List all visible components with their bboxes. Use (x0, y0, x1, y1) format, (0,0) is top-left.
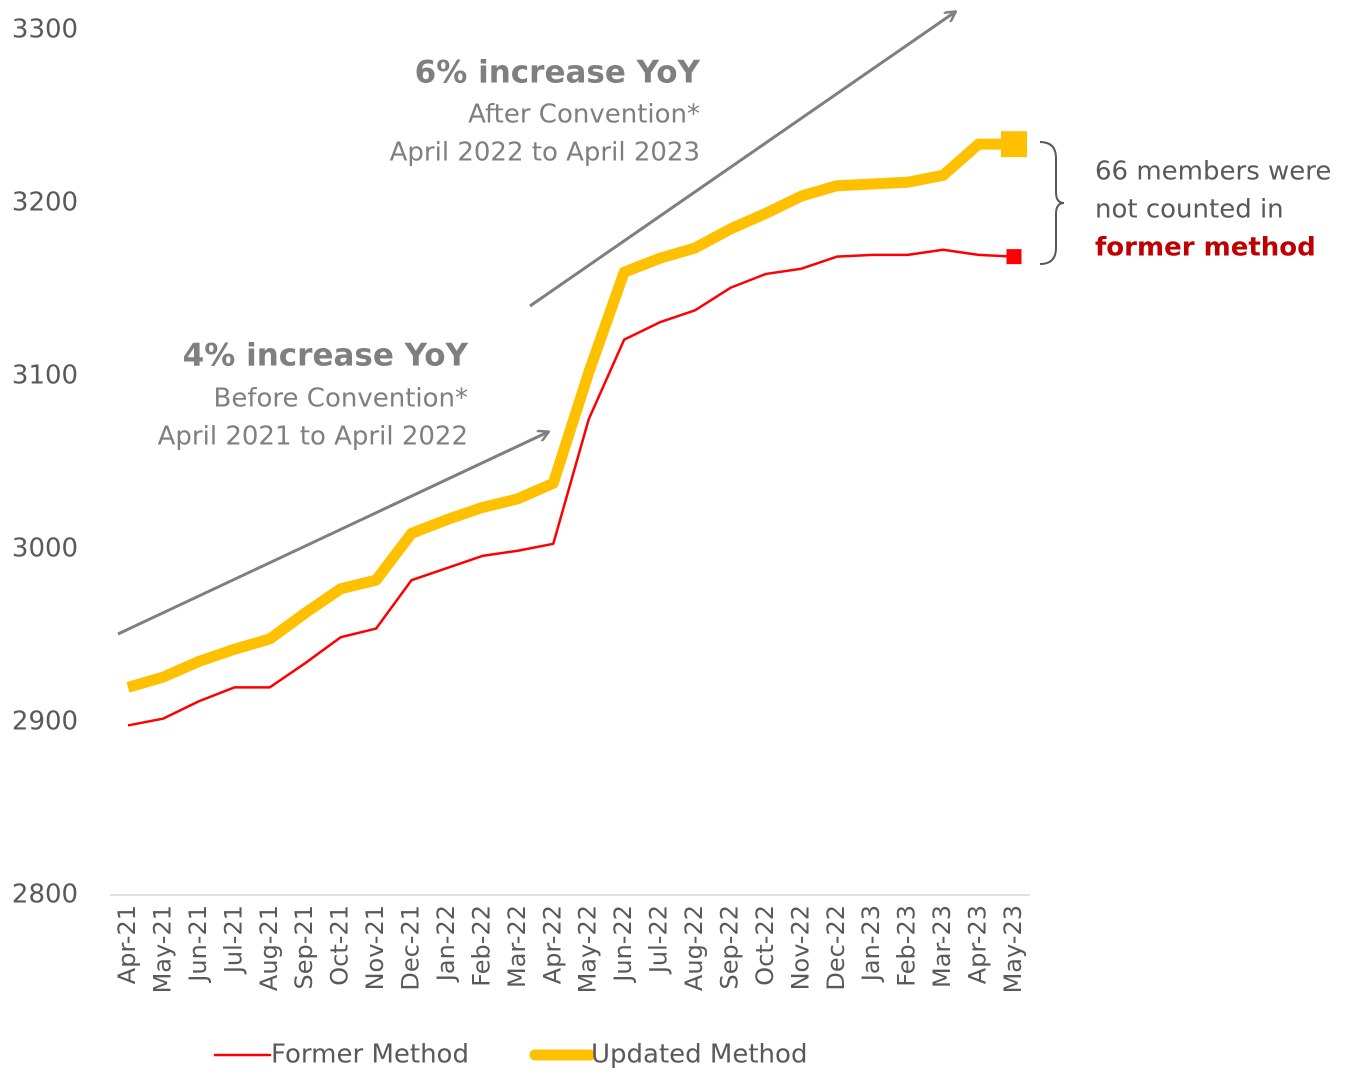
annotation-heading: 6% increase YoY (415, 55, 701, 91)
x-tick-label: Aug-22 (680, 905, 708, 991)
x-tick-label: Jan-23 (857, 905, 885, 983)
y-tick-label: 3200 (12, 188, 78, 218)
end-marker (1006, 249, 1022, 265)
trend-arrow (529, 12, 955, 308)
series-line (127, 248, 1015, 727)
x-tick-label: May-23 (999, 905, 1027, 993)
annotation: Before Convention* (214, 384, 468, 414)
x-tick-label: Nov-21 (361, 905, 389, 990)
x-tick-label: Apr-23 (964, 905, 992, 984)
x-tick-label: Feb-23 (893, 905, 921, 987)
annotation: April 2022 to April 2023 (390, 138, 700, 168)
y-tick-label: 3000 (12, 534, 78, 564)
x-tick-label: Jun-21 (184, 905, 212, 984)
x-tick-label: Nov-22 (786, 905, 814, 990)
x-tick-label: Dec-22 (822, 905, 850, 991)
x-tick-label: Feb-22 (467, 905, 495, 987)
x-tick-label: Mar-22 (503, 905, 531, 988)
x-tick-label: Jul-22 (645, 905, 673, 975)
x-tick-label: Mar-23 (928, 905, 956, 988)
y-tick-label: 3300 (12, 15, 78, 45)
x-tick-label: Sep-21 (290, 905, 318, 989)
note: not counted in (1095, 195, 1284, 225)
note: 66 members were (1095, 157, 1331, 187)
note-highlight: former method (1095, 233, 1316, 263)
x-tick-label: Aug-21 (255, 905, 283, 991)
y-tick-label: 2800 (12, 880, 78, 910)
x-tick-label: Jul-21 (219, 905, 247, 975)
x-tick-label: Jan-22 (432, 905, 460, 983)
annotation-heading: 4% increase YoY (183, 338, 469, 374)
y-tick-label: 2900 (12, 707, 78, 737)
x-tick-label: Oct-21 (326, 905, 354, 986)
y-tick-label: 3100 (12, 361, 78, 391)
annotation: After Convention* (468, 100, 700, 130)
brace (1039, 141, 1065, 265)
x-tick-label: Apr-21 (113, 905, 141, 984)
annotation: April 2021 to April 2022 (158, 422, 468, 452)
x-tick-label: Apr-22 (538, 905, 566, 984)
x-tick-label: May-22 (574, 905, 602, 993)
x-tick-label: May-21 (148, 905, 176, 993)
legend-label: Updated Method (591, 1040, 807, 1070)
end-marker (1001, 131, 1027, 158)
x-tick-label: Sep-22 (715, 905, 743, 989)
x-tick-label: Jun-22 (609, 905, 637, 984)
trend-arrow (117, 432, 548, 636)
x-tick-label: Oct-22 (751, 905, 779, 986)
x-tick-label: Dec-21 (397, 905, 425, 991)
legend-label: Former Method (271, 1040, 469, 1070)
series-line (126, 138, 1014, 693)
